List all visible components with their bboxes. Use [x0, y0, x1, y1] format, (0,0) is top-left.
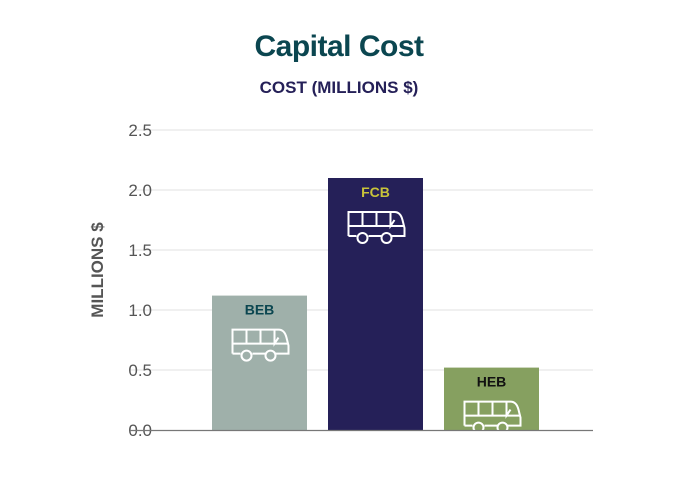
bar-label: HEB: [477, 374, 507, 390]
y-tick-label: 1.5: [128, 241, 152, 260]
bus-body: [231, 328, 290, 355]
y-tick-label: 2.5: [128, 121, 152, 140]
bus-icon: [463, 400, 522, 434]
y-tick-label: 1.0: [128, 301, 152, 320]
bar-label: BEB: [245, 302, 275, 318]
bar-group-fcb: FCB: [328, 178, 423, 430]
bus-wheel: [264, 349, 277, 362]
bus-icon: [231, 328, 290, 362]
y-axis-label: MILLIONS $: [88, 222, 107, 318]
bus-body: [347, 211, 406, 237]
chart-subtitle: COST (MILLIONS $): [259, 78, 419, 97]
bus-windows: [232, 329, 289, 347]
bus-wheel: [380, 232, 393, 244]
bus-icon: [347, 211, 406, 244]
bus-wheel: [356, 232, 369, 244]
bar-label: FCB: [361, 184, 390, 200]
y-tick-label: 2.0: [128, 181, 152, 200]
bus-windows: [348, 212, 405, 230]
bus-body: [463, 400, 522, 427]
bar: [444, 367, 539, 430]
bus-windows: [464, 401, 521, 419]
bar-group-beb: BEB: [212, 295, 307, 430]
chart-title: Capital Cost: [254, 30, 424, 63]
bus-wheel: [240, 349, 253, 362]
y-tick-label: 0.5: [128, 361, 152, 380]
bus-wheel: [472, 421, 485, 434]
bar-group-heb: HEB: [444, 367, 539, 434]
bar: [212, 295, 307, 430]
bus-wheel: [496, 421, 509, 434]
